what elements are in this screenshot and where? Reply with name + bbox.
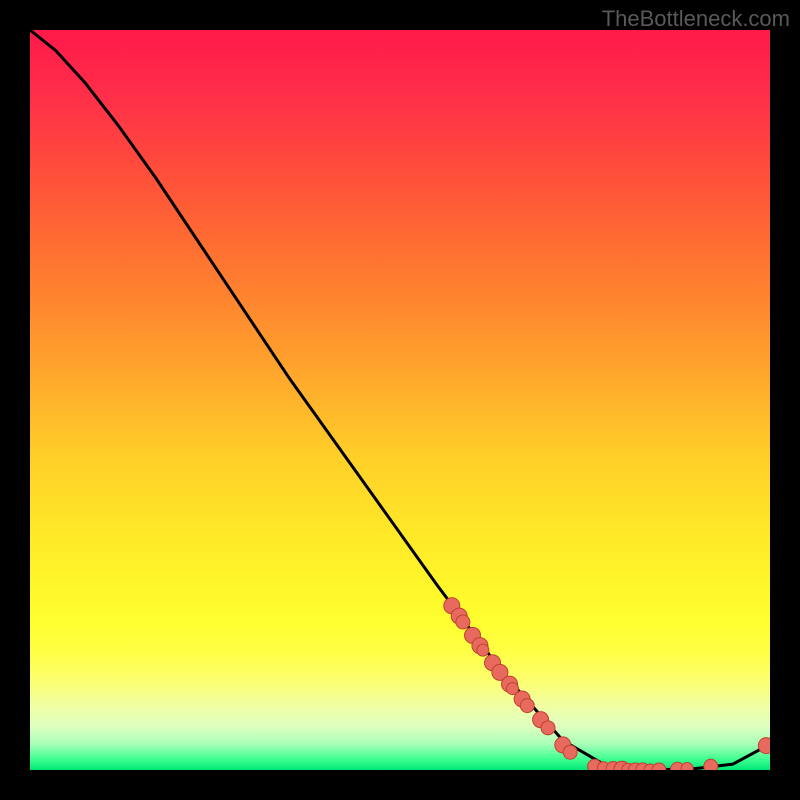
data-marker (520, 699, 534, 713)
data-marker (758, 738, 770, 754)
chart-plot-area (30, 30, 770, 770)
data-marker (681, 763, 693, 770)
bottleneck-curve-chart (30, 30, 770, 770)
data-marker (563, 745, 577, 759)
data-marker (541, 721, 555, 735)
gradient-background (30, 30, 770, 770)
watermark-text: TheBottleneck.com (602, 6, 790, 32)
data-marker (704, 759, 718, 770)
data-marker (477, 644, 489, 656)
data-marker (456, 615, 470, 629)
